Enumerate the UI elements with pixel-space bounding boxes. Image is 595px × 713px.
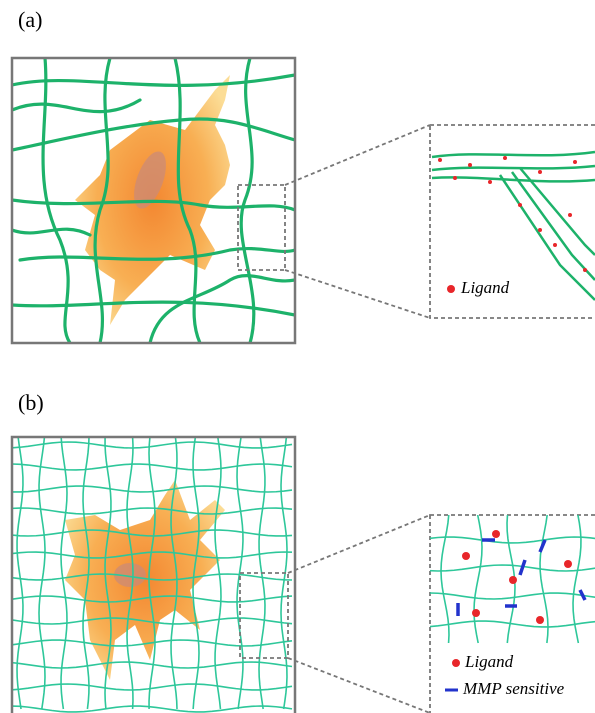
panel-a-scene xyxy=(12,58,295,343)
network-strand xyxy=(12,662,292,668)
network-strand xyxy=(215,437,221,709)
panel-label: (b) xyxy=(18,390,44,415)
zoom-connector xyxy=(285,270,430,318)
panel-b-scene xyxy=(12,437,292,712)
zoom-connector xyxy=(288,658,430,713)
legend-label: MMP sensitive xyxy=(462,679,565,698)
network-strand xyxy=(12,706,292,712)
network-strand xyxy=(17,437,23,709)
zoom-b: Ligand MMP sensitive xyxy=(430,515,595,713)
panel-label: (a) xyxy=(18,7,42,32)
zoom-a: Ligand xyxy=(430,125,595,318)
legend-label: Ligand xyxy=(460,278,510,297)
network-strand xyxy=(12,508,292,514)
network-strand xyxy=(12,464,292,470)
network-strand xyxy=(12,684,292,690)
figure: (a) xyxy=(0,0,595,713)
network-strand xyxy=(39,437,45,709)
legend-marker xyxy=(452,659,460,667)
fibers xyxy=(12,58,295,343)
legend-marker xyxy=(447,285,455,293)
cell xyxy=(65,480,225,680)
legend-label: Ligand xyxy=(464,652,514,671)
network-strand xyxy=(12,442,292,448)
zoom-connector xyxy=(285,125,430,185)
zoom-connector xyxy=(288,515,430,573)
